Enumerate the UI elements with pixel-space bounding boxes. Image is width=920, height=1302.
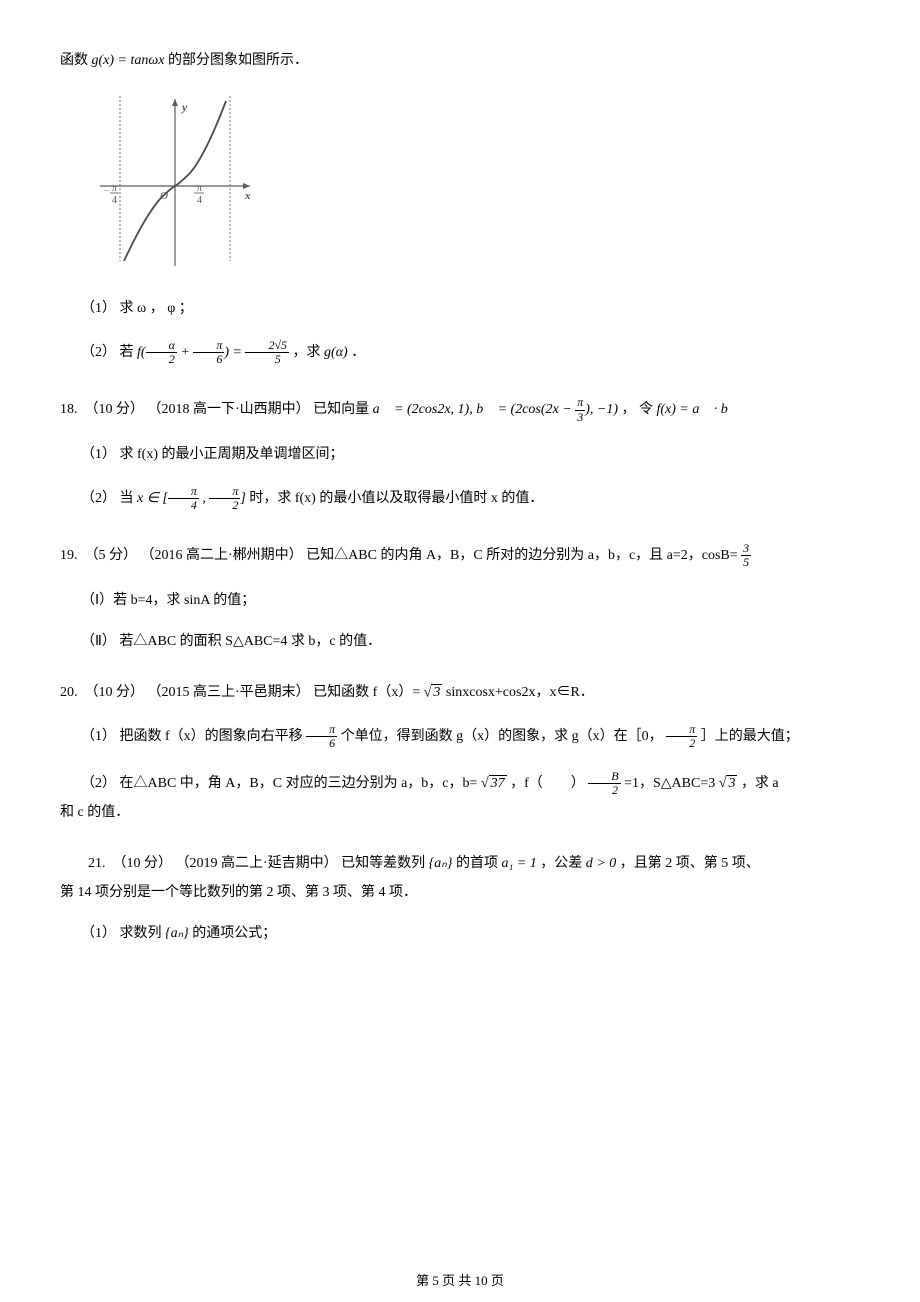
svg-text:4: 4 xyxy=(112,195,117,206)
q21-p1-prefix: （1） 求数列 xyxy=(81,926,165,941)
q19-part2-text: （Ⅱ） 若△ABC 的面积 S△ABC=4 求 b，c 的值． xyxy=(81,634,381,649)
opening-line: 函数 g(x) = tanωx 的部分图象如图所示． xyxy=(60,50,860,71)
q20-p2-mid2: =1，S△ABC=3 xyxy=(624,776,719,791)
q20-prefix: 20. （10 分） （2015 高三上·平邑期末） 已知函数 f（x）= xyxy=(60,685,424,700)
q18-prefix: 18. （10 分） （2018 高一下·山西期中） 已知向量 xyxy=(60,402,373,417)
q20-p1-frac1: π6 xyxy=(306,723,337,750)
page-footer: 第 5 页 共 10 页 xyxy=(0,1271,920,1291)
q20-p1-frac2: π2 xyxy=(666,723,697,750)
q21-dgt: d > 0 xyxy=(586,856,616,871)
q20-suffix: sinxcosx+cos2x，x∈R． xyxy=(446,685,594,700)
x-arrow xyxy=(243,183,250,189)
origin-label: O xyxy=(160,190,168,202)
q20-header: 20. （10 分） （2015 高三上·平邑期末） 已知函数 f（x）= √3… xyxy=(60,682,860,703)
q18-p2-mid: 时，求 f(x) 的最小值以及取得最小值时 x 的值． xyxy=(249,491,543,506)
q18-header: 18. （10 分） （2018 高一下·山西期中） 已知向量 a⃗ = (2c… xyxy=(60,396,860,423)
q21-p1-suffix: 的通项公式； xyxy=(192,926,276,941)
q21-mid2: ，公差 xyxy=(540,856,586,871)
svg-text:π: π xyxy=(112,183,118,194)
q21-prefix: 21. （10 分） （2019 高二上·延吉期中） 已知等差数列 xyxy=(60,856,429,871)
q20-part1: （1） 把函数 f（x）的图象向右平移 π6 个单位，得到函数 g（x）的图象，… xyxy=(60,723,860,750)
q18-part1-text: （1） 求 f(x) 的最小正周期及单调增区间； xyxy=(81,447,344,462)
q17-p2-fexpr: f(α2 + π6) = 2√55 xyxy=(137,345,293,360)
q19-header: 19. （5 分） （2016 高二上·郴州期中） 已知△ABC 的内角 A，B… xyxy=(60,542,860,569)
q18-fxdef: f(x) = a⃗ · b⃗ xyxy=(657,402,739,417)
graph-svg: y x O − π 4 π 4 xyxy=(90,91,260,271)
svg-text:π: π xyxy=(197,183,203,194)
q21-header-line2: 第 14 项分别是一个等比数列的第 2 项、第 3 项、第 4 项． xyxy=(60,882,860,903)
q18-p2-prefix: （2） 当 xyxy=(81,491,137,506)
opening-prefix: 函数 xyxy=(60,53,92,68)
q20-p2-line2-text: 和 c 的值． xyxy=(60,805,129,820)
q20-p2-prefix: （2） 在△ABC 中，角 A，B，C 对应的三边分别为 a，b，c，b= xyxy=(81,776,481,791)
q21-part1: （1） 求数列 {aₙ} 的通项公式； xyxy=(60,923,860,944)
q20-p2-suffix: ，求 a xyxy=(741,776,779,791)
q20-sqrt37: √37 xyxy=(481,775,507,791)
q20-p1-prefix: （1） 把函数 f（x）的图象向右平移 xyxy=(81,729,306,744)
x-label: x xyxy=(244,190,251,202)
q21-header-line1: 21. （10 分） （2019 高二上·延吉期中） 已知等差数列 {aₙ} 的… xyxy=(60,853,860,874)
q21-suffix: ，且第 2 项、第 5 项、 xyxy=(620,856,760,871)
q17-p2-galpha: g(α) xyxy=(324,345,348,360)
svg-text:−: − xyxy=(104,186,110,197)
q21-a1: a₁ = 1 xyxy=(501,856,536,871)
footer-text: 第 5 页 共 10 页 xyxy=(416,1273,504,1288)
q20-p1-mid: 个单位，得到函数 g（x）的图象，求 g（x）在［0， xyxy=(341,729,667,744)
svg-text:4: 4 xyxy=(197,195,202,206)
q21-an: {aₙ} xyxy=(429,856,453,871)
y-arrow xyxy=(172,99,178,106)
tan-graph: y x O − π 4 π 4 xyxy=(90,91,860,278)
q20-part2-line2: 和 c 的值． xyxy=(60,802,860,823)
q20-part2-line1: （2） 在△ABC 中，角 A，B，C 对应的三边分别为 a，b，c，b= √3… xyxy=(60,770,860,797)
q18-let: ， 令 xyxy=(622,402,657,417)
q18-part1: （1） 求 f(x) 的最小正周期及单调增区间； xyxy=(60,444,860,465)
q21-line2-text: 第 14 项分别是一个等比数列的第 2 项、第 3 项、第 4 项． xyxy=(60,885,417,900)
q17-part2: （2） 若 f(α2 + π6) = 2√55 ，求 g(α) ． xyxy=(60,339,860,366)
q17-p2-mid: ，求 xyxy=(293,345,325,360)
q18-vectors: a⃗ = (2cos2x, 1), b⃗ = (2cos(2x − π3), −… xyxy=(373,402,622,417)
opening-gx: g(x) = tanωx xyxy=(92,53,165,68)
q20-p2-frac: B2 xyxy=(588,770,620,797)
q20-p1-suffix: ］上的最大值； xyxy=(701,729,799,744)
y-label: y xyxy=(180,100,188,114)
q19-part2: （Ⅱ） 若△ABC 的面积 S△ABC=4 求 b，c 的值． xyxy=(60,631,860,652)
q19-cosB: 35 xyxy=(741,542,751,569)
left-tick-label: − π 4 xyxy=(104,183,119,206)
opening-suffix: 的部分图象如图所示． xyxy=(168,53,308,68)
q18-p2-interval: x ∈ [π4 , π2] xyxy=(137,491,249,506)
q17-p2-prefix: （2） 若 xyxy=(81,345,137,360)
q17-part1-text: （1） 求 ω ， φ ； xyxy=(81,301,193,316)
q20-sqrt3: √3 xyxy=(424,684,443,700)
q20-p2-mid1: ，f（ ） xyxy=(510,776,588,791)
q19-part1-text: （Ⅰ）若 b=4，求 sinA 的值； xyxy=(81,593,255,608)
q21-p1-an: {aₙ} xyxy=(165,926,189,941)
q17-part1: （1） 求 ω ， φ ； xyxy=(60,298,860,319)
q19-header-text: 19. （5 分） （2016 高二上·郴州期中） 已知△ABC 的内角 A，B… xyxy=(60,548,741,563)
q20-p2-sqrt3: √3 xyxy=(719,775,738,791)
q18-part2: （2） 当 x ∈ [π4 , π2] 时，求 f(x) 的最小值以及取得最小值… xyxy=(60,485,860,512)
q21-mid: 的首项 xyxy=(456,856,502,871)
q17-p2-end: ． xyxy=(351,345,365,360)
q19-part1: （Ⅰ）若 b=4，求 sinA 的值； xyxy=(60,590,860,611)
